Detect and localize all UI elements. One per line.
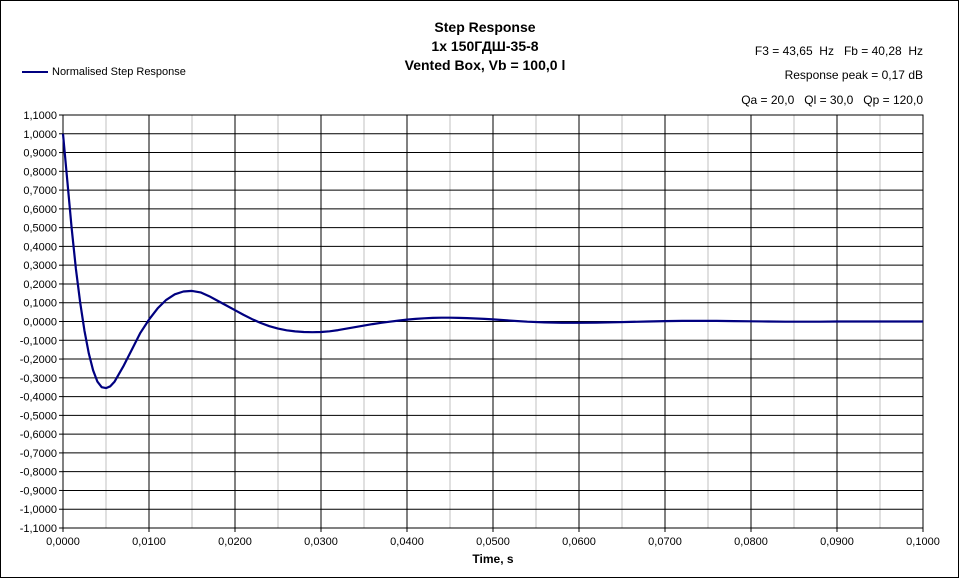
x-axis-label: Time, s [472,552,513,566]
x-tick-label: 0,0400 [390,536,424,548]
y-tick-label: 1,0000 [23,129,57,141]
x-tick-label: 0,0000 [46,536,80,548]
legend: Normalised Step Response [22,66,186,78]
x-tick-label: 0,0500 [476,536,510,548]
x-tick-label: 0,0600 [562,536,596,548]
x-tick-label: 0,1000 [906,536,940,548]
legend-swatch [22,71,48,73]
info-f3-fb: F3 = 43,65 Hz Fb = 40,28 Hz [754,44,923,58]
y-tick-label: -1,1000 [20,523,57,535]
y-tick-label: -0,8000 [20,467,57,479]
y-tick-label: -0,7000 [20,448,57,460]
y-tick-label: -0,1000 [20,335,57,347]
chart-box-subtitle: Vented Box, Vb = 100,0 l [404,57,566,73]
y-tick-label: 0,7000 [23,185,57,197]
y-tick-label: 0,0000 [23,317,57,329]
y-tick-label: -1,0000 [20,504,57,516]
info-q-values: Qa = 20,0 Ql = 30,0 Qp = 120,0 [741,93,923,107]
y-tick-label: 1,1000 [23,110,57,122]
y-tick-label: 0,1000 [23,298,57,310]
y-tick-label: 0,6000 [23,204,57,216]
chart-subtitle: 1x 150ГДШ-35-8 [431,38,539,54]
y-tick-label: 0,5000 [23,223,57,235]
x-tick-label: 0,0200 [218,536,252,548]
y-tick-label: 0,9000 [23,148,57,160]
x-tick-label: 0,0900 [820,536,854,548]
chart-title: Step Response [434,19,536,35]
x-tick-label: 0,0800 [734,536,768,548]
y-tick-label: -0,4000 [20,392,57,404]
y-tick-label: 0,4000 [23,241,57,253]
y-tick-label: 0,3000 [23,260,57,272]
y-tick-label: 0,8000 [23,166,57,178]
y-tick-label: -0,2000 [20,354,57,366]
y-tick-label: -0,6000 [20,429,57,441]
series-line-normalised-step-response [61,133,923,390]
info-response-peak: Response peak = 0,17 dB [784,68,923,82]
x-tick-label: 0,0300 [304,536,338,548]
y-tick-label: -0,9000 [20,485,57,497]
y-tick-label: 0,2000 [23,279,57,291]
legend-label: Normalised Step Response [52,66,186,78]
y-tick-label: -0,5000 [20,410,57,422]
y-tick-label: -0,3000 [20,373,57,385]
x-tick-label: 0,0100 [132,536,166,548]
x-tick-label: 0,0700 [648,536,682,548]
